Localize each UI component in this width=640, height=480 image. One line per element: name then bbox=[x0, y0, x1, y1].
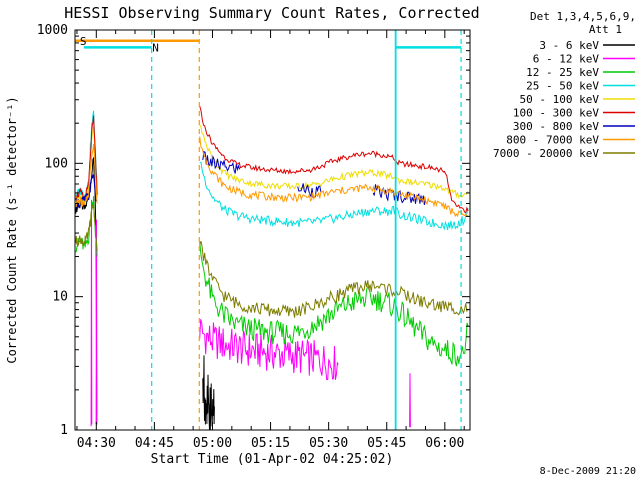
saa-flag-label: S bbox=[80, 35, 87, 48]
series-7000-20000keV bbox=[199, 241, 469, 318]
series-25-50keV bbox=[199, 161, 469, 231]
x-tick-label: 05:45 bbox=[367, 436, 406, 451]
legend-entry-label: 3 - 6 keV bbox=[539, 39, 599, 52]
chart-title: HESSI Observing Summary Count Rates, Cor… bbox=[64, 4, 479, 22]
series-layer bbox=[75, 105, 469, 430]
legend-header-detectors: Det 1,3,4,5,6,9, bbox=[530, 10, 636, 23]
y-tick-label: 1 bbox=[60, 423, 68, 438]
x-axis-label: Start Time (01-Apr-02 04:25:02) bbox=[151, 452, 394, 467]
x-tick-label: 06:00 bbox=[425, 436, 464, 451]
legend-entry-label: 6 - 12 keV bbox=[533, 53, 600, 66]
series-7000-20000keV bbox=[75, 204, 98, 252]
series-300-800keV bbox=[202, 150, 241, 174]
series-300-800keV bbox=[297, 183, 322, 199]
flags-layer: SN bbox=[75, 30, 462, 430]
x-tick-label: 04:45 bbox=[135, 436, 174, 451]
legend-entry-label: 25 - 50 keV bbox=[526, 80, 599, 93]
x-tick-label: 05:00 bbox=[193, 436, 232, 451]
legend-entry-label: 300 - 800 keV bbox=[513, 120, 599, 133]
series-800-7000keV bbox=[75, 143, 98, 207]
series-300-800keV bbox=[75, 174, 97, 209]
series-6-12keV bbox=[199, 319, 339, 380]
series-6-12keV bbox=[409, 373, 411, 428]
series-800-7000keV bbox=[199, 136, 469, 218]
series-100-300keV bbox=[199, 105, 469, 214]
series-50-100keV bbox=[199, 124, 469, 199]
creation-timestamp: 8-Dec-2009 21:20 bbox=[540, 466, 636, 477]
y-tick-label: 10 bbox=[52, 290, 68, 305]
legend-entry-label: 12 - 25 keV bbox=[526, 66, 599, 79]
x-tick-label: 05:30 bbox=[309, 436, 348, 451]
legend-entry-label: 800 - 7000 keV bbox=[506, 134, 599, 147]
series-100-300keV bbox=[75, 115, 98, 201]
legend-header-attenuator: Att 1 bbox=[589, 23, 622, 36]
y-axis-label: Corrected Count Rate (s⁻¹ detector⁻¹) bbox=[5, 96, 19, 363]
night-flag-label: N bbox=[152, 41, 159, 54]
legend-entry-label: 7000 - 20000 keV bbox=[493, 147, 599, 160]
plot-border bbox=[74, 29, 471, 431]
axes-layer: 04:30 04:45 05:00 05:15 05:30 05:45 06:00 1 10 10… bbox=[37, 23, 471, 451]
series-6-12keV bbox=[95, 219, 98, 425]
series-6-12keV bbox=[90, 199, 93, 427]
y-tick-label: 1000 bbox=[37, 23, 68, 38]
x-tick-label: 05:15 bbox=[251, 436, 290, 451]
legend-entry-label: 100 - 300 keV bbox=[513, 107, 599, 120]
legend-entry-label: 50 - 100 keV bbox=[520, 93, 600, 106]
y-tick-label: 100 bbox=[45, 156, 68, 171]
series-3-6keV bbox=[202, 355, 215, 430]
x-tick-label: 04:30 bbox=[77, 436, 116, 451]
